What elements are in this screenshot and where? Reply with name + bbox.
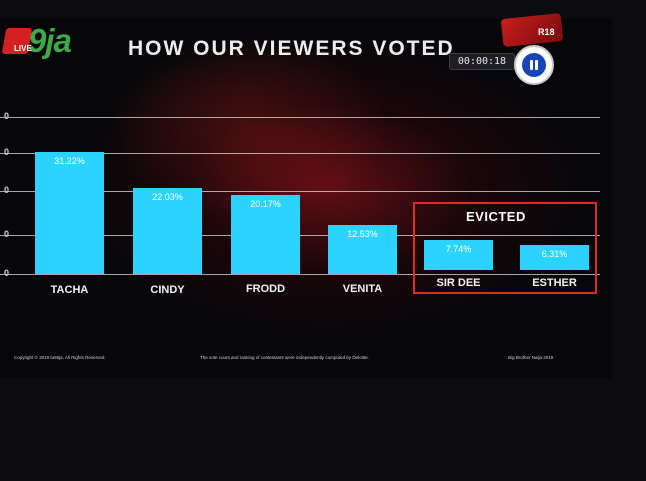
y-tick-label: 0 [4, 268, 10, 278]
evicted-label: EVICTED [466, 209, 526, 224]
gridline [0, 117, 600, 118]
bar-value-label: 7.74% [445, 244, 472, 254]
bar-sir-dee [424, 240, 493, 270]
bar-tacha [35, 152, 104, 274]
category-label: FRODD [245, 283, 286, 295]
y-tick-label: 0 [4, 229, 10, 239]
category-label: TACHA [50, 284, 89, 296]
gridline [0, 153, 600, 154]
brand-badge-text: R18 [538, 27, 555, 37]
y-tick-label: 0 [4, 185, 10, 195]
bar-value-label: 22.03% [152, 192, 183, 202]
gridline [0, 191, 600, 192]
live-label: LIVE [14, 44, 32, 53]
category-label: SIR DEE [436, 277, 481, 289]
logo-text: 9ja [28, 22, 72, 59]
y-tick-label: 0 [4, 111, 10, 121]
footer-show: Big Brother Naija 2019 [508, 355, 554, 360]
bar-cindy [133, 188, 202, 274]
playback-timer: 00:00:18 [449, 53, 515, 70]
gridline [0, 235, 600, 236]
bar-venita [328, 225, 397, 274]
evicted-box [413, 202, 597, 294]
bar-esther [520, 245, 589, 270]
footer-disclaimer: The vote count and ranking of contestant… [200, 355, 369, 360]
chart-title: HOW OUR VIEWERS VOTED [128, 37, 455, 60]
bar-value-label: 20.17% [250, 199, 281, 209]
pause-button[interactable] [514, 45, 554, 85]
pause-icon [522, 53, 546, 77]
footer-copyright: Copyright © 2019 bet9ja. All Rights Rese… [14, 355, 106, 360]
category-label: ESTHER [532, 277, 577, 289]
bar-value-label: 31.22% [54, 156, 85, 166]
bar-frodd [231, 195, 300, 274]
chart-panel [0, 18, 612, 378]
bar-value-label: 12.53% [347, 229, 378, 239]
gridline [0, 274, 600, 275]
y-tick-label: 0 [4, 147, 10, 157]
category-label: VENITA [342, 283, 383, 295]
bar-value-label: 6.31% [541, 249, 568, 259]
category-label: CINDY [150, 284, 185, 296]
